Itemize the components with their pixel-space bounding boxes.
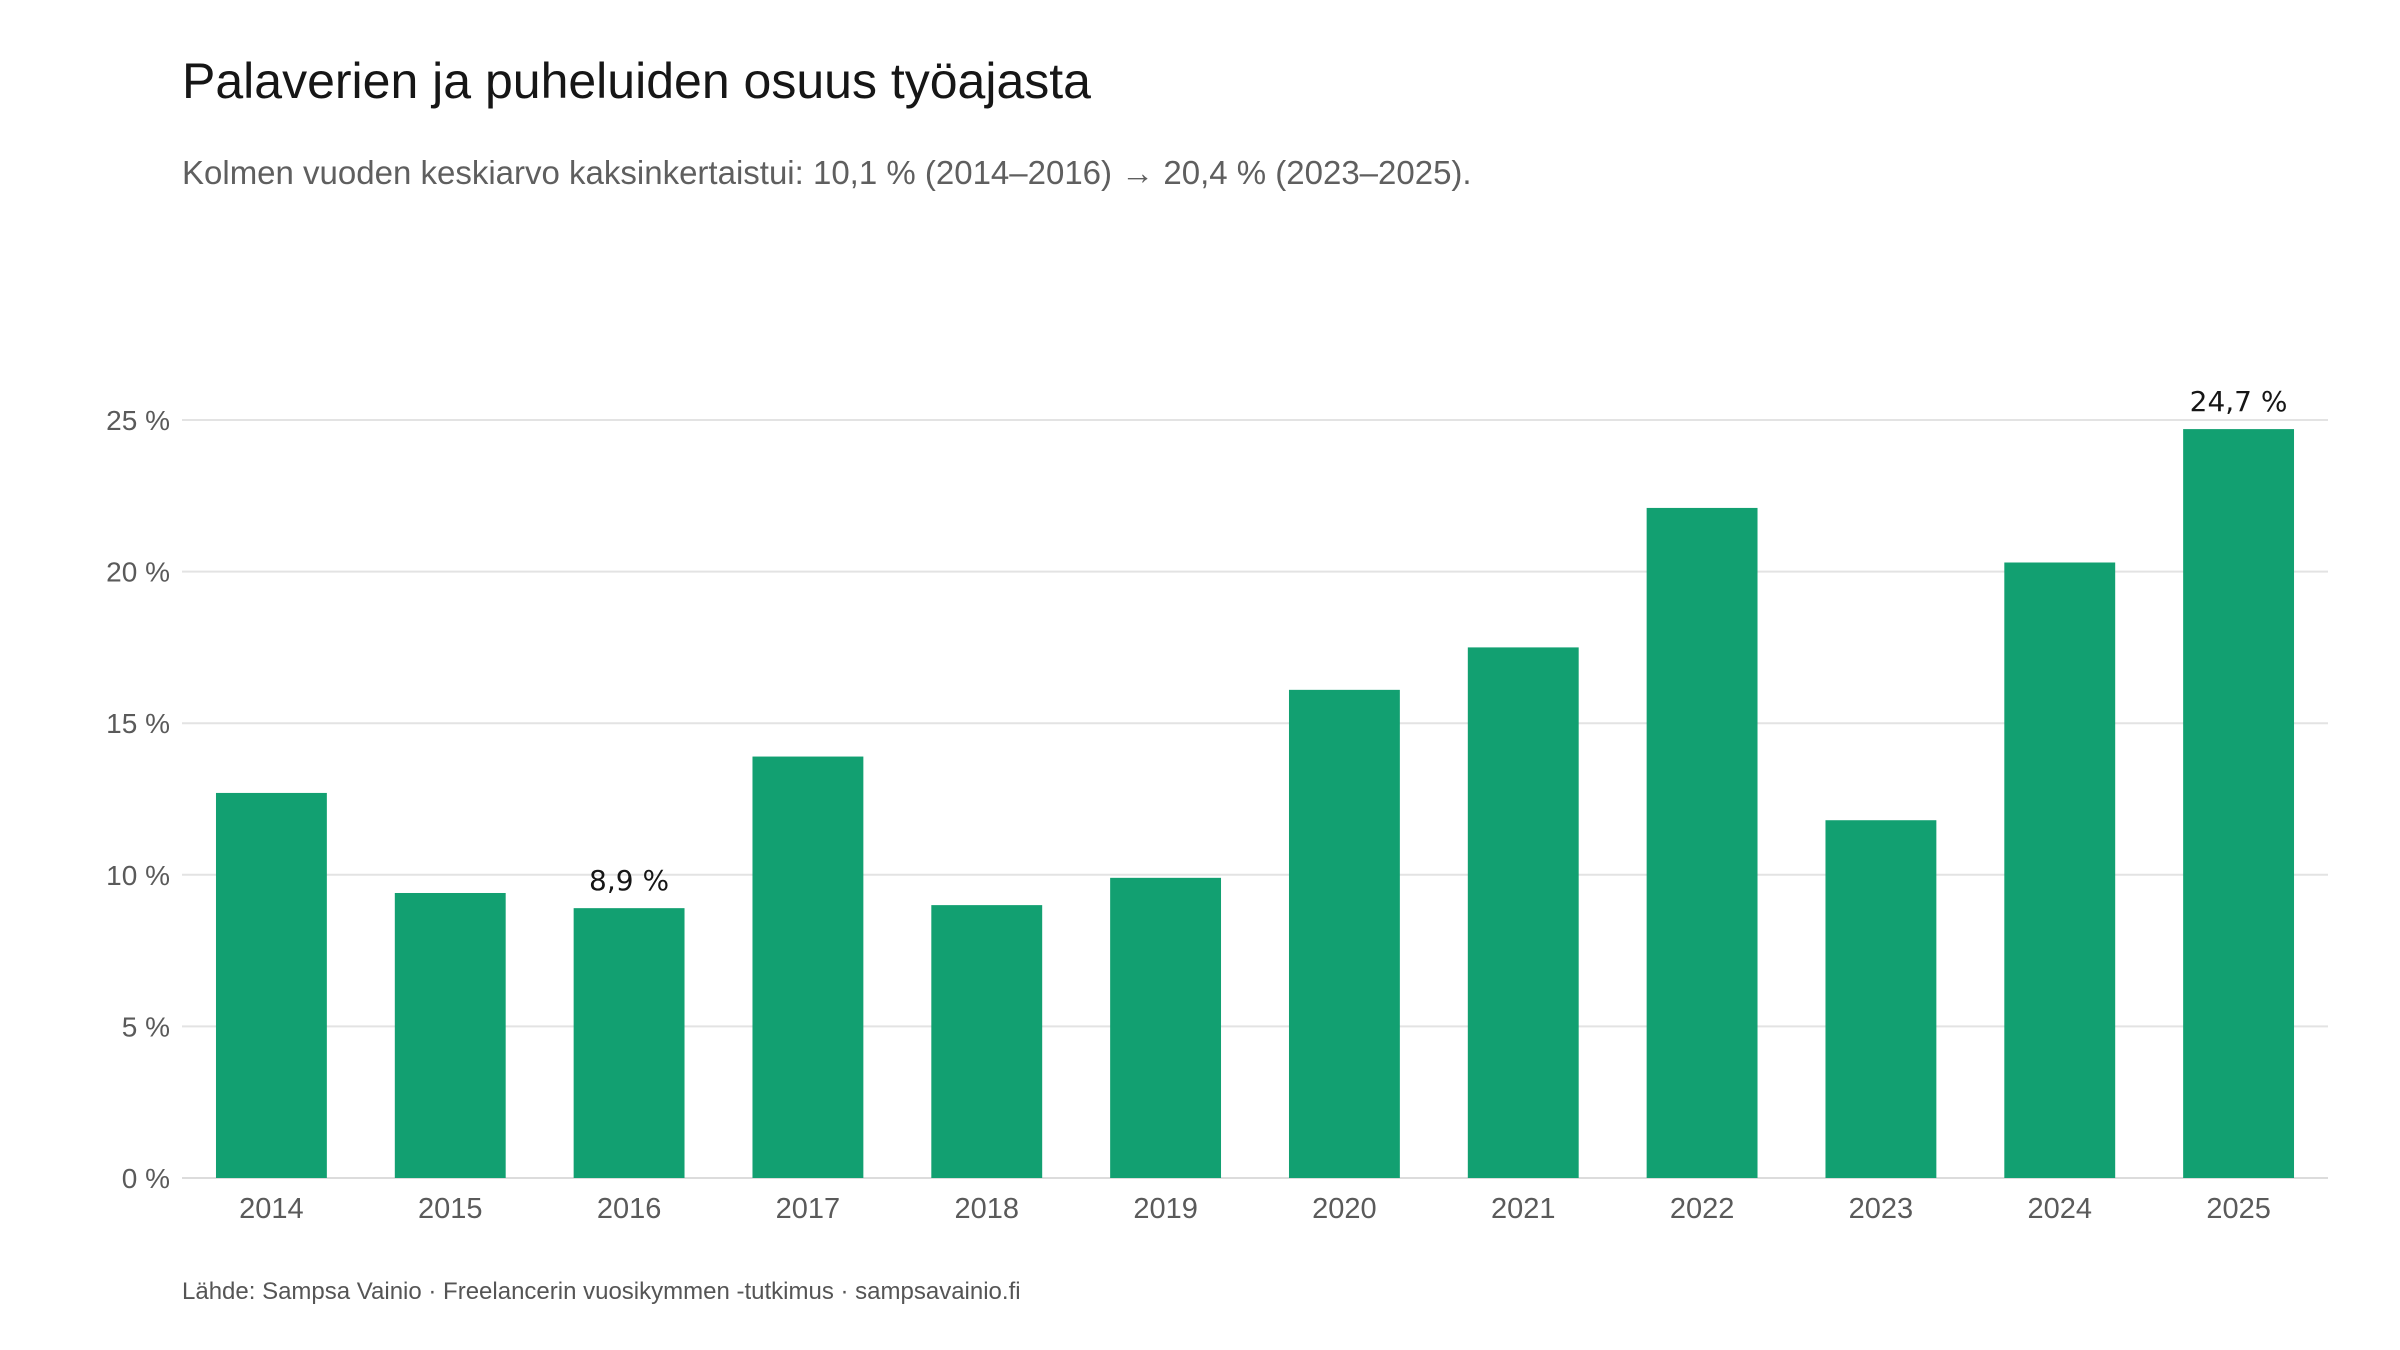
- chart-subtitle: Kolmen vuoden keskiarvo kaksinkertaistui…: [182, 154, 1472, 191]
- x-tick-label: 2021: [1491, 1193, 1556, 1225]
- bar-2018: [931, 905, 1043, 1178]
- bar-2022: [1646, 507, 1758, 1179]
- data-labels: 8,9 % 24,7 %: [589, 385, 2287, 897]
- x-tick-label: 2018: [954, 1193, 1019, 1225]
- x-tick-label: 2024: [2027, 1193, 2092, 1225]
- y-tick-label: 25 %: [106, 405, 170, 436]
- bar-2014: [215, 792, 327, 1178]
- y-tick-label: 15 %: [106, 708, 170, 739]
- x-tick-label: 2017: [776, 1193, 841, 1225]
- x-tick-label: 2014: [239, 1193, 304, 1225]
- bar-2019: [1110, 877, 1222, 1178]
- y-tick-label: 5 %: [122, 1011, 170, 1042]
- chart-title: Palaverien ja puheluiden osuus työajasta: [182, 53, 1091, 109]
- x-axis-ticks: 2014 2015 2016 2017 2018 2019 2020 2021 2022 2023…: [239, 1193, 2271, 1225]
- source-note: Lähde: Sampsa Vainio · Freelancerin vuos…: [182, 1278, 1021, 1305]
- bars: [215, 429, 2295, 1179]
- x-tick-label: 2019: [1133, 1193, 1198, 1225]
- bar-2016: [573, 908, 685, 1178]
- x-tick-label: 2023: [1849, 1193, 1914, 1225]
- x-tick-label: 2020: [1312, 1193, 1377, 1225]
- x-tick-label: 2016: [597, 1193, 662, 1225]
- data-label: 24,7 %: [2190, 385, 2288, 418]
- bar-2020: [1288, 689, 1400, 1178]
- bar-2021: [1467, 647, 1579, 1178]
- data-label: 8,9 %: [589, 864, 669, 897]
- y-tick-label: 0 %: [122, 1163, 170, 1194]
- bar-2017: [752, 756, 864, 1178]
- bar-2025: [2183, 429, 2295, 1178]
- bar-2023: [1825, 820, 1937, 1178]
- x-tick-label: 2015: [418, 1193, 483, 1225]
- gridlines: [182, 419, 2328, 1179]
- x-tick-label: 2022: [1670, 1193, 1735, 1225]
- bar-2024: [2004, 562, 2116, 1178]
- y-tick-label: 10 %: [106, 860, 170, 891]
- bar-2015: [394, 892, 506, 1178]
- y-tick-label: 20 %: [106, 557, 170, 588]
- y-axis-ticks: 0 % 5 % 10 % 15 % 20 % 25 %: [106, 405, 170, 1194]
- x-tick-label: 2025: [2206, 1193, 2271, 1225]
